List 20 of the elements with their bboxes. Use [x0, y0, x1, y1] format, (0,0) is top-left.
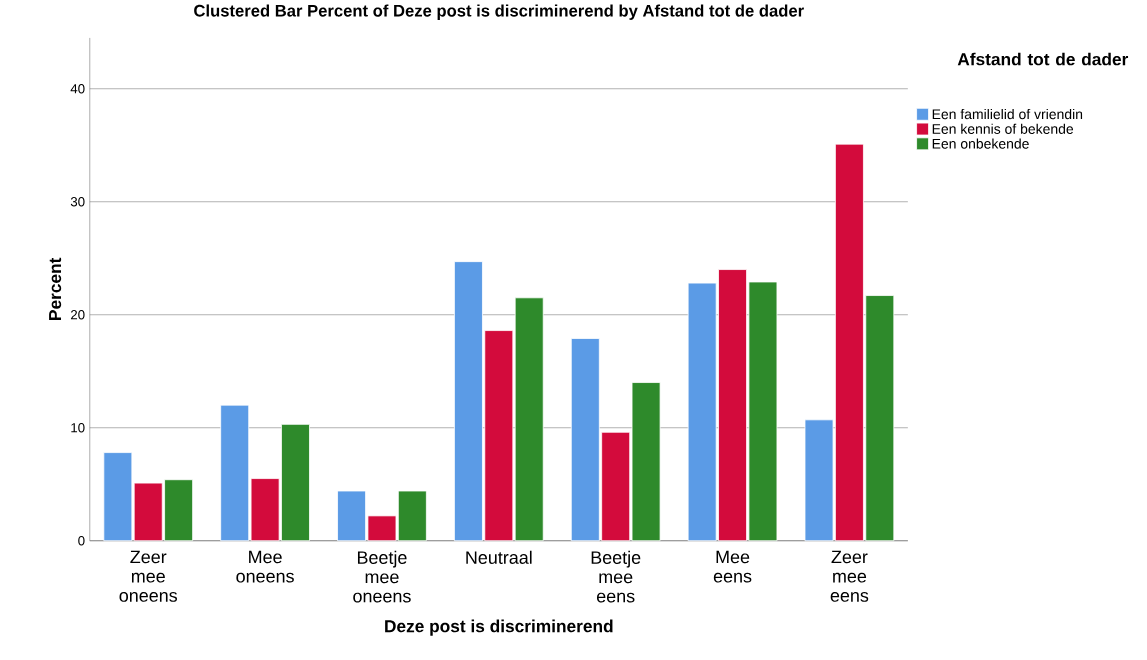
y-tick-label: 0 — [78, 535, 85, 546]
x-tick-label: Zeer mee oneens — [119, 550, 178, 602]
y-tick-label: 20 — [70, 309, 85, 320]
x-axis-title: Deze post is discriminerend — [385, 619, 613, 636]
legend-label: Een onbekende — [932, 138, 1029, 149]
bar — [514, 297, 544, 541]
x-tick-label: Beetje mee oneens — [353, 550, 411, 603]
y-axis-title: Percent — [49, 257, 62, 320]
legend-label: Een familielid of vriendin — [932, 108, 1083, 119]
legend-label: Een kennis of bekende — [932, 123, 1074, 134]
y-tick-label: 40 — [70, 83, 85, 94]
x-tick-label: Zeer mee eens — [830, 550, 869, 602]
x-tick-label: Beetje mee eens — [591, 550, 641, 603]
x-tick-label: Mee eens — [713, 550, 752, 583]
y-tick-label: 10 — [71, 422, 85, 433]
chart-title: Clustered Bar Percent of Deze post is discriminerend by Afstand tot de dader — [194, 4, 804, 20]
y-tick-label: 30 — [70, 196, 85, 207]
x-tick-label: Mee oneens — [236, 550, 294, 583]
x-tick-label: Neutraal — [466, 550, 532, 564]
legend-title: Afstand tot de dader — [957, 52, 1129, 66]
